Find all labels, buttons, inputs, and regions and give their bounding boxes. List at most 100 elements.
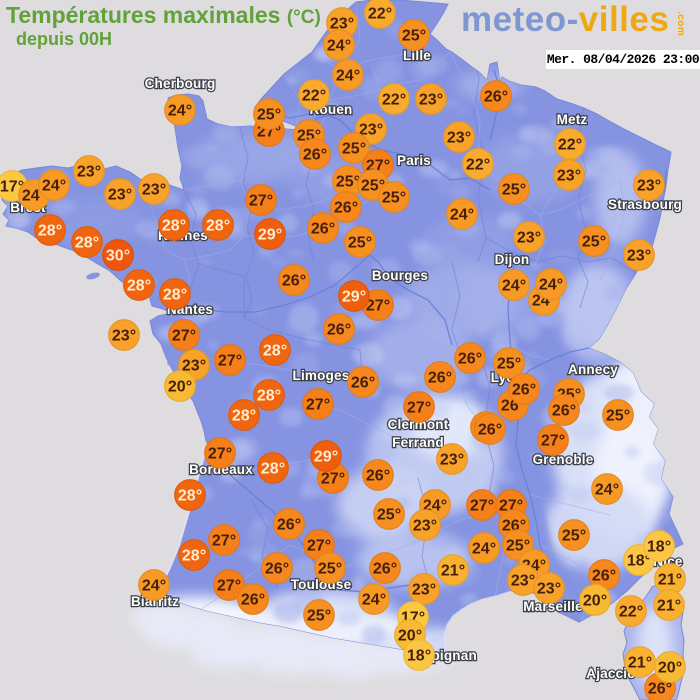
svg-text:21°: 21°	[658, 572, 682, 589]
svg-text:26°: 26°	[458, 351, 482, 368]
svg-text:22°: 22°	[382, 92, 406, 109]
svg-text:27°: 27°	[366, 298, 390, 315]
svg-text:23°: 23°	[142, 182, 166, 199]
svg-text:26°: 26°	[552, 403, 576, 420]
svg-text:26°: 26°	[311, 221, 335, 238]
svg-text:23°: 23°	[537, 581, 561, 598]
svg-text:26°: 26°	[484, 89, 508, 106]
svg-text:22°: 22°	[619, 604, 643, 621]
svg-text:Dijon: Dijon	[495, 252, 530, 267]
svg-text:25°: 25°	[318, 561, 342, 578]
svg-text:25°: 25°	[502, 182, 526, 199]
svg-text:25°: 25°	[497, 356, 521, 373]
svg-text:24°: 24°	[472, 541, 496, 558]
svg-text:26°: 26°	[327, 322, 351, 339]
svg-text:21°: 21°	[657, 598, 681, 615]
svg-text:28°: 28°	[75, 235, 99, 252]
svg-text:23°: 23°	[108, 187, 132, 204]
svg-text:27°: 27°	[407, 400, 431, 417]
svg-text:27°: 27°	[470, 498, 494, 515]
svg-text:24°: 24°	[336, 68, 360, 85]
svg-text:26°: 26°	[373, 561, 397, 578]
svg-text:22°: 22°	[558, 137, 582, 154]
svg-text:26°: 26°	[428, 370, 452, 387]
svg-text:25°: 25°	[606, 408, 630, 425]
svg-text:27°: 27°	[307, 538, 331, 555]
svg-text:Bourges: Bourges	[372, 268, 428, 283]
svg-text:20°: 20°	[658, 660, 682, 677]
svg-text:Limoges: Limoges	[293, 368, 350, 383]
svg-text:29°: 29°	[258, 227, 282, 244]
svg-text:28°: 28°	[163, 287, 187, 304]
svg-text:26°: 26°	[265, 561, 289, 578]
svg-text:22°: 22°	[368, 6, 392, 23]
svg-text:25°: 25°	[382, 190, 406, 207]
svg-text:24°: 24°	[450, 207, 474, 224]
svg-text:18°: 18°	[647, 539, 671, 556]
svg-text:25°: 25°	[562, 528, 586, 545]
svg-text:Bordeaux: Bordeaux	[189, 462, 253, 477]
svg-text:26°: 26°	[334, 200, 358, 217]
svg-text:27°: 27°	[208, 446, 232, 463]
svg-text:23°: 23°	[413, 518, 437, 535]
svg-text:25°: 25°	[582, 234, 606, 251]
svg-text:26°: 26°	[648, 681, 672, 698]
svg-text:25°: 25°	[361, 178, 385, 195]
svg-text:Grenoble: Grenoble	[533, 452, 594, 467]
svg-text:23°: 23°	[447, 130, 471, 147]
svg-text:24°: 24°	[362, 592, 386, 609]
svg-text:24°: 24°	[539, 277, 563, 294]
svg-text:28°: 28°	[261, 461, 285, 478]
svg-text:24°: 24°	[327, 38, 351, 55]
svg-text:30°: 30°	[106, 248, 130, 265]
svg-text:27°: 27°	[249, 193, 273, 210]
svg-text:25°: 25°	[402, 28, 426, 45]
svg-text:26°: 26°	[366, 468, 390, 485]
svg-text:27°: 27°	[541, 433, 565, 450]
svg-text:25°: 25°	[348, 235, 372, 252]
svg-text:27°: 27°	[306, 397, 330, 414]
svg-text:17°: 17°	[0, 179, 24, 196]
svg-text:Cherbourg: Cherbourg	[145, 76, 216, 91]
svg-text:26°: 26°	[303, 147, 327, 164]
svg-text:26°: 26°	[282, 273, 306, 290]
svg-text:25°: 25°	[342, 141, 366, 158]
svg-text:28°: 28°	[38, 223, 62, 240]
svg-text:29°: 29°	[314, 449, 338, 466]
svg-text:21°: 21°	[628, 655, 652, 672]
svg-text:24°: 24°	[142, 578, 166, 595]
svg-text:24°: 24°	[168, 103, 192, 120]
svg-text:23°: 23°	[330, 16, 354, 33]
svg-text:23°: 23°	[511, 573, 535, 590]
svg-text:22°: 22°	[302, 88, 326, 105]
svg-text:28°: 28°	[162, 218, 186, 235]
svg-text:Strasbourg: Strasbourg	[608, 197, 682, 212]
svg-text:28°: 28°	[206, 218, 230, 235]
svg-text:26°: 26°	[351, 375, 375, 392]
svg-text:27°: 27°	[217, 578, 241, 595]
svg-text:26°: 26°	[241, 592, 265, 609]
svg-text:27°: 27°	[212, 533, 236, 550]
svg-text:20°: 20°	[168, 379, 192, 396]
svg-text:Metz: Metz	[557, 112, 588, 127]
svg-text:28°: 28°	[257, 388, 281, 405]
svg-text:23°: 23°	[412, 582, 436, 599]
svg-text:23°: 23°	[440, 452, 464, 469]
svg-text:23°: 23°	[637, 178, 661, 195]
svg-text:28°: 28°	[263, 343, 287, 360]
svg-text:22°: 22°	[466, 157, 490, 174]
svg-text:23°: 23°	[419, 92, 443, 109]
svg-text:26°: 26°	[277, 517, 301, 534]
svg-text:28°: 28°	[232, 408, 256, 425]
svg-text:20°: 20°	[583, 593, 607, 610]
svg-text:18°: 18°	[627, 553, 651, 570]
svg-text:26°: 26°	[592, 568, 616, 585]
svg-text:28°: 28°	[182, 548, 206, 565]
svg-text:27°: 27°	[218, 353, 242, 370]
svg-text:23°: 23°	[627, 248, 651, 265]
svg-text:Annecy: Annecy	[568, 362, 618, 377]
svg-text:23°: 23°	[112, 328, 136, 345]
svg-text:23°: 23°	[359, 122, 383, 139]
svg-text:25°: 25°	[336, 174, 360, 191]
svg-text:23°: 23°	[182, 358, 206, 375]
